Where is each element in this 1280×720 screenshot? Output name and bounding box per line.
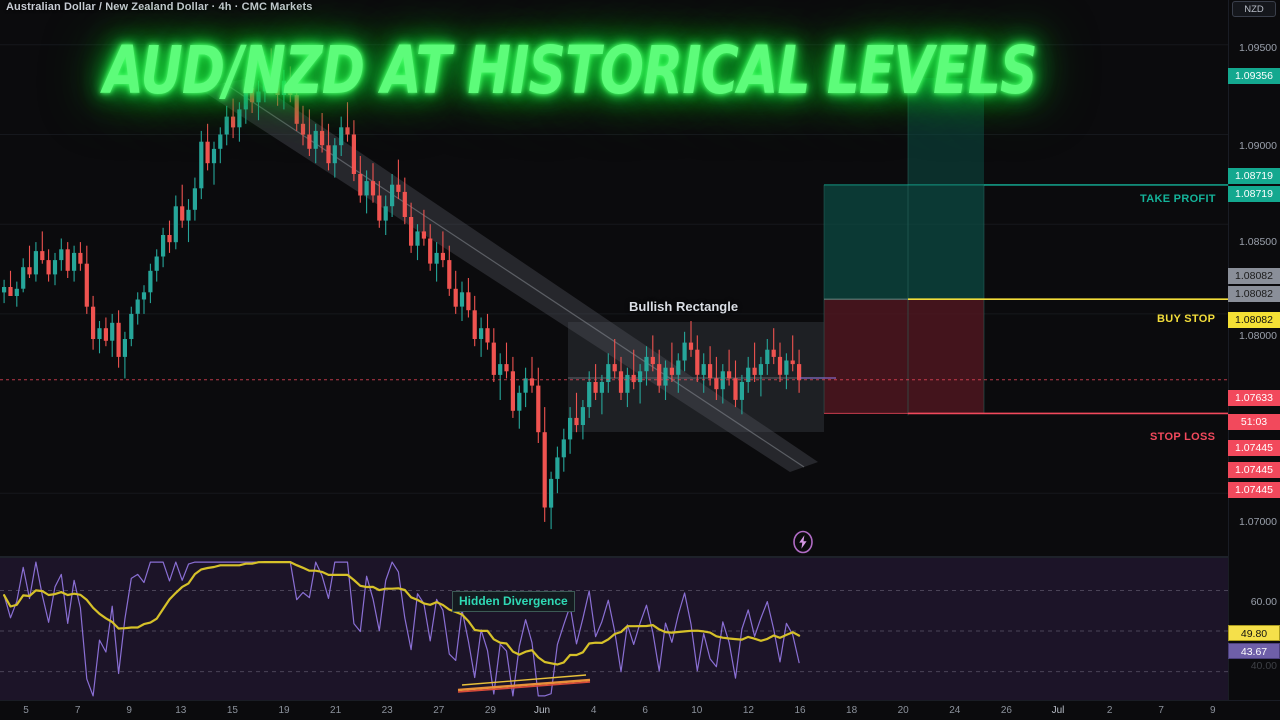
time-axis-tick: 16: [794, 705, 806, 716]
time-axis-tick: 27: [433, 705, 445, 716]
time-axis[interactable]: 5 7 9 13 15 19 21 23 27 29 Jun 4 6 10 12 16 18 20 24 26 Jul 2…: [0, 700, 1280, 720]
time-axis-tick: 6: [642, 705, 648, 716]
time-axis-tick: 9: [1210, 705, 1216, 716]
time-axis-tick: 13: [175, 705, 187, 716]
price-axis-badge[interactable]: 1.08082: [1228, 268, 1280, 284]
price-axis-badge[interactable]: 1.08719: [1228, 186, 1280, 202]
price-axis-badge[interactable]: 1.07445: [1228, 482, 1280, 498]
buy-stop-label[interactable]: BUY STOP: [1157, 313, 1216, 325]
stop-loss-label[interactable]: STOP LOSS: [1150, 431, 1216, 443]
time-axis-tick: 21: [330, 705, 342, 716]
time-axis-tick: 18: [846, 705, 858, 716]
price-chart-pane[interactable]: [0, 0, 1228, 556]
indicator-pane[interactable]: [0, 558, 1228, 700]
time-axis-tick: 10: [691, 705, 703, 716]
price-axis-badge[interactable]: 1.08082: [1228, 286, 1280, 302]
take-profit-label[interactable]: TAKE PROFIT: [1140, 193, 1216, 205]
price-axis-tick: 1.07000: [1239, 516, 1277, 528]
time-axis-tick: 7: [74, 705, 81, 716]
chart-symbol-title[interactable]: Australian Dollar / New Zealand Dollar ·…: [6, 1, 313, 13]
indicator-canvas: [0, 561, 1228, 697]
time-axis-tick: 15: [226, 705, 238, 716]
price-axis-badge[interactable]: 1.07445: [1228, 440, 1280, 456]
time-axis-tick: 12: [742, 705, 754, 716]
time-axis-tick: 20: [897, 705, 909, 716]
time-axis-tick: Jun: [533, 705, 551, 716]
price-axis-badge[interactable]: 1.09356: [1228, 68, 1280, 84]
time-axis-tick: 24: [949, 705, 961, 716]
bullish-rectangle-label[interactable]: Bullish Rectangle: [629, 299, 739, 314]
price-axis-badge[interactable]: 1.08719: [1228, 168, 1280, 184]
price-axis-badge[interactable]: 1.08082: [1228, 312, 1280, 328]
headline-text: AUD/NZD AT HISTORICAL LEVELS: [103, 33, 1037, 110]
price-axis-badge[interactable]: 51:03: [1228, 414, 1280, 430]
price-axis-tick: 1.09500: [1239, 42, 1277, 54]
time-axis-tick: 5: [23, 705, 29, 716]
time-axis-tick: 2: [1106, 705, 1113, 716]
indicator-axis-badge[interactable]: 43.67: [1228, 643, 1280, 659]
indicator-axis-badge[interactable]: 49.80: [1228, 625, 1280, 641]
time-axis-tick: 29: [484, 705, 496, 716]
hidden-divergence-label[interactable]: Hidden Divergence: [452, 591, 575, 612]
currency-chip[interactable]: NZD: [1232, 1, 1276, 17]
price-axis-tick: 1.08500: [1239, 236, 1277, 248]
price-axis-badge[interactable]: 1.07633: [1228, 390, 1280, 406]
time-axis-tick: 23: [381, 705, 393, 716]
time-axis-tick: 26: [1000, 705, 1012, 716]
time-axis-tick: 9: [126, 705, 132, 716]
pane-divider[interactable]: [0, 556, 1280, 558]
price-axis[interactable]: 1.09500 1.09000 1.08500 1.08000 1.07000 1.093…: [1228, 0, 1280, 700]
time-axis-tick: 4: [590, 705, 597, 716]
time-axis-tick: 19: [278, 705, 290, 716]
price-axis-badge[interactable]: 1.07445: [1228, 462, 1280, 478]
price-axis-tick: 1.08000: [1239, 330, 1277, 342]
price-axis-tick: 1.09000: [1239, 140, 1277, 152]
time-axis-tick: 7: [1158, 705, 1164, 716]
indicator-axis-tick: 60.00: [1250, 596, 1277, 608]
time-axis-tick: Jul: [1051, 705, 1065, 716]
price-chart-canvas: [0, 44, 1228, 530]
indicator-axis-tick: 40.00: [1250, 660, 1277, 672]
lightning-bolt-icon[interactable]: [791, 530, 815, 554]
